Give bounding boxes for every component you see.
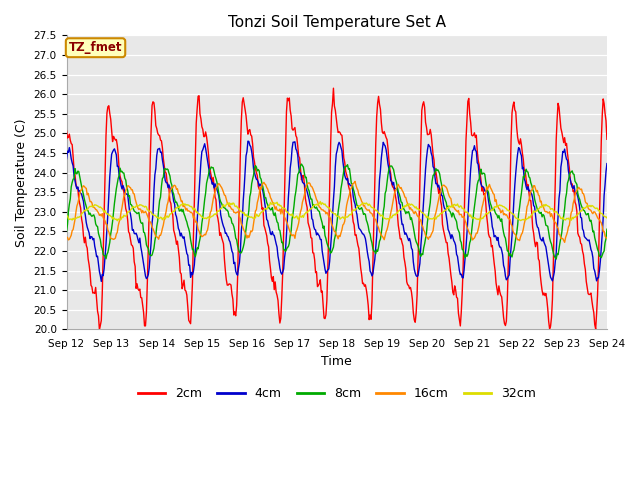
Title: Tonzi Soil Temperature Set A: Tonzi Soil Temperature Set A bbox=[228, 15, 445, 30]
Text: TZ_fmet: TZ_fmet bbox=[68, 41, 122, 54]
Y-axis label: Soil Temperature (C): Soil Temperature (C) bbox=[15, 118, 28, 247]
Legend: 2cm, 4cm, 8cm, 16cm, 32cm: 2cm, 4cm, 8cm, 16cm, 32cm bbox=[132, 383, 541, 406]
X-axis label: Time: Time bbox=[321, 355, 352, 368]
